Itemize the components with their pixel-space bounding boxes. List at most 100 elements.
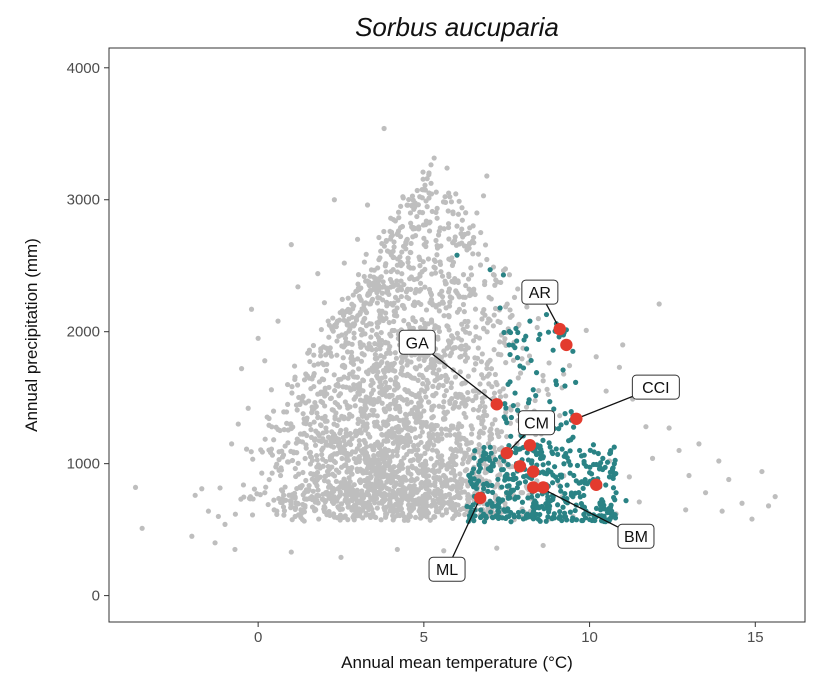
background-point <box>406 512 412 518</box>
background-point <box>332 459 338 466</box>
highlight-point <box>580 485 586 491</box>
highlight-point <box>477 514 484 521</box>
background-point <box>426 433 432 440</box>
background-point <box>276 457 282 463</box>
background-point <box>440 199 447 205</box>
background-point <box>376 234 382 241</box>
background-point <box>361 306 367 312</box>
background-point <box>449 255 455 261</box>
background-point <box>277 472 284 479</box>
background-point <box>319 415 325 421</box>
background-point <box>452 374 459 380</box>
background-point <box>362 402 368 408</box>
annotation-label: GA <box>406 335 429 352</box>
background-point <box>302 502 308 509</box>
background-point <box>374 472 380 478</box>
background-point <box>316 516 322 522</box>
background-point <box>415 457 421 463</box>
background-point <box>355 356 361 362</box>
highlight-point <box>540 437 546 443</box>
background-point <box>229 441 235 447</box>
background-point <box>378 442 385 448</box>
background-point <box>453 242 460 248</box>
highlight-point <box>545 329 552 335</box>
highlight-point <box>564 482 570 488</box>
background-point <box>412 290 418 296</box>
background-point <box>377 390 383 396</box>
highlight-point <box>505 495 511 501</box>
background-point <box>232 546 238 553</box>
background-point <box>368 267 375 273</box>
background-point <box>422 458 429 464</box>
highlight-point <box>569 517 575 524</box>
background-point <box>378 329 384 336</box>
background-point <box>345 375 351 381</box>
background-point <box>470 338 477 344</box>
highlight-point <box>486 454 492 460</box>
background-point <box>296 471 302 477</box>
background-point <box>343 427 349 433</box>
background-point <box>460 272 467 278</box>
background-point <box>456 198 462 204</box>
background-point <box>450 211 456 217</box>
background-point <box>414 187 420 194</box>
background-point <box>440 404 446 410</box>
highlight-point <box>469 481 475 487</box>
background-point <box>439 483 445 489</box>
background-point <box>418 484 424 491</box>
background-point <box>382 507 388 513</box>
background-point <box>300 469 306 476</box>
background-point <box>404 432 410 439</box>
background-point <box>479 418 485 424</box>
highlight-point <box>522 479 529 485</box>
background-point <box>419 317 425 323</box>
background-point <box>318 422 324 429</box>
background-point <box>281 427 287 433</box>
background-point <box>386 319 392 326</box>
background-point <box>388 333 394 339</box>
highlight-point <box>473 481 480 487</box>
background-point <box>468 272 475 278</box>
background-point <box>324 361 330 367</box>
highlight-point <box>597 500 603 506</box>
background-point <box>378 517 384 523</box>
background-point <box>461 309 467 315</box>
background-point <box>312 442 319 448</box>
background-point <box>344 456 350 462</box>
background-point <box>427 290 434 296</box>
background-point <box>448 495 454 502</box>
highlight-point <box>556 515 562 521</box>
highlight-point <box>533 370 540 376</box>
background-point <box>404 451 410 458</box>
background-point <box>394 469 400 475</box>
background-point <box>422 450 428 456</box>
background-point <box>453 461 459 468</box>
background-point <box>387 276 394 283</box>
background-point <box>354 468 361 475</box>
background-point <box>374 324 381 330</box>
background-point <box>636 499 642 505</box>
background-point <box>486 294 492 300</box>
background-point <box>377 255 383 261</box>
background-point <box>324 391 330 397</box>
background-point <box>424 176 430 182</box>
background-point <box>475 345 481 351</box>
background-point <box>284 381 291 388</box>
background-point <box>336 417 342 423</box>
highlight-point <box>467 474 473 480</box>
site-point <box>560 338 573 352</box>
background-point <box>434 205 440 211</box>
background-point <box>454 309 461 315</box>
highlight-point <box>490 515 496 521</box>
annotation-label: AR <box>529 285 551 302</box>
background-point <box>320 456 326 462</box>
background-point <box>419 429 425 435</box>
background-point <box>726 476 732 483</box>
highlight-point <box>473 485 480 492</box>
background-point <box>268 387 274 393</box>
background-point <box>434 431 440 438</box>
background-point <box>452 472 458 479</box>
background-point <box>363 310 370 316</box>
background-point <box>465 496 471 502</box>
background-point <box>303 487 310 493</box>
